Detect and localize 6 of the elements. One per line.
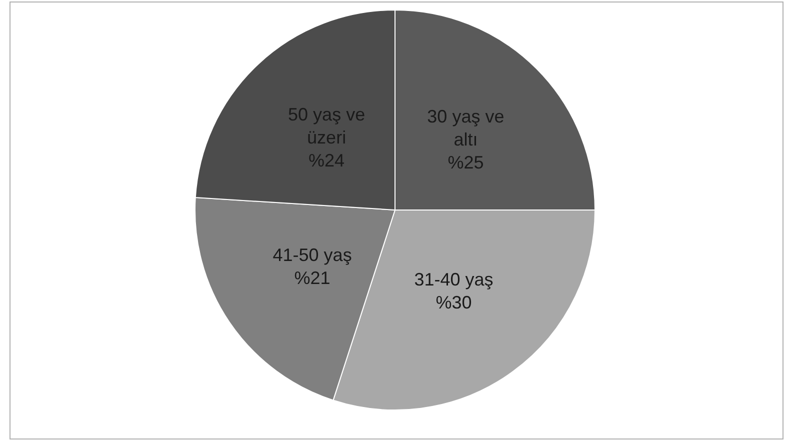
data-label: %21 [294, 268, 330, 288]
slice-label: 31-40 yaş [414, 270, 494, 290]
data-label: %30 [436, 292, 472, 313]
slice-label: 30 yaş ve altı [427, 106, 504, 150]
data-label: %25 [448, 152, 484, 173]
slice-label: 41-50 yaş [272, 245, 352, 266]
